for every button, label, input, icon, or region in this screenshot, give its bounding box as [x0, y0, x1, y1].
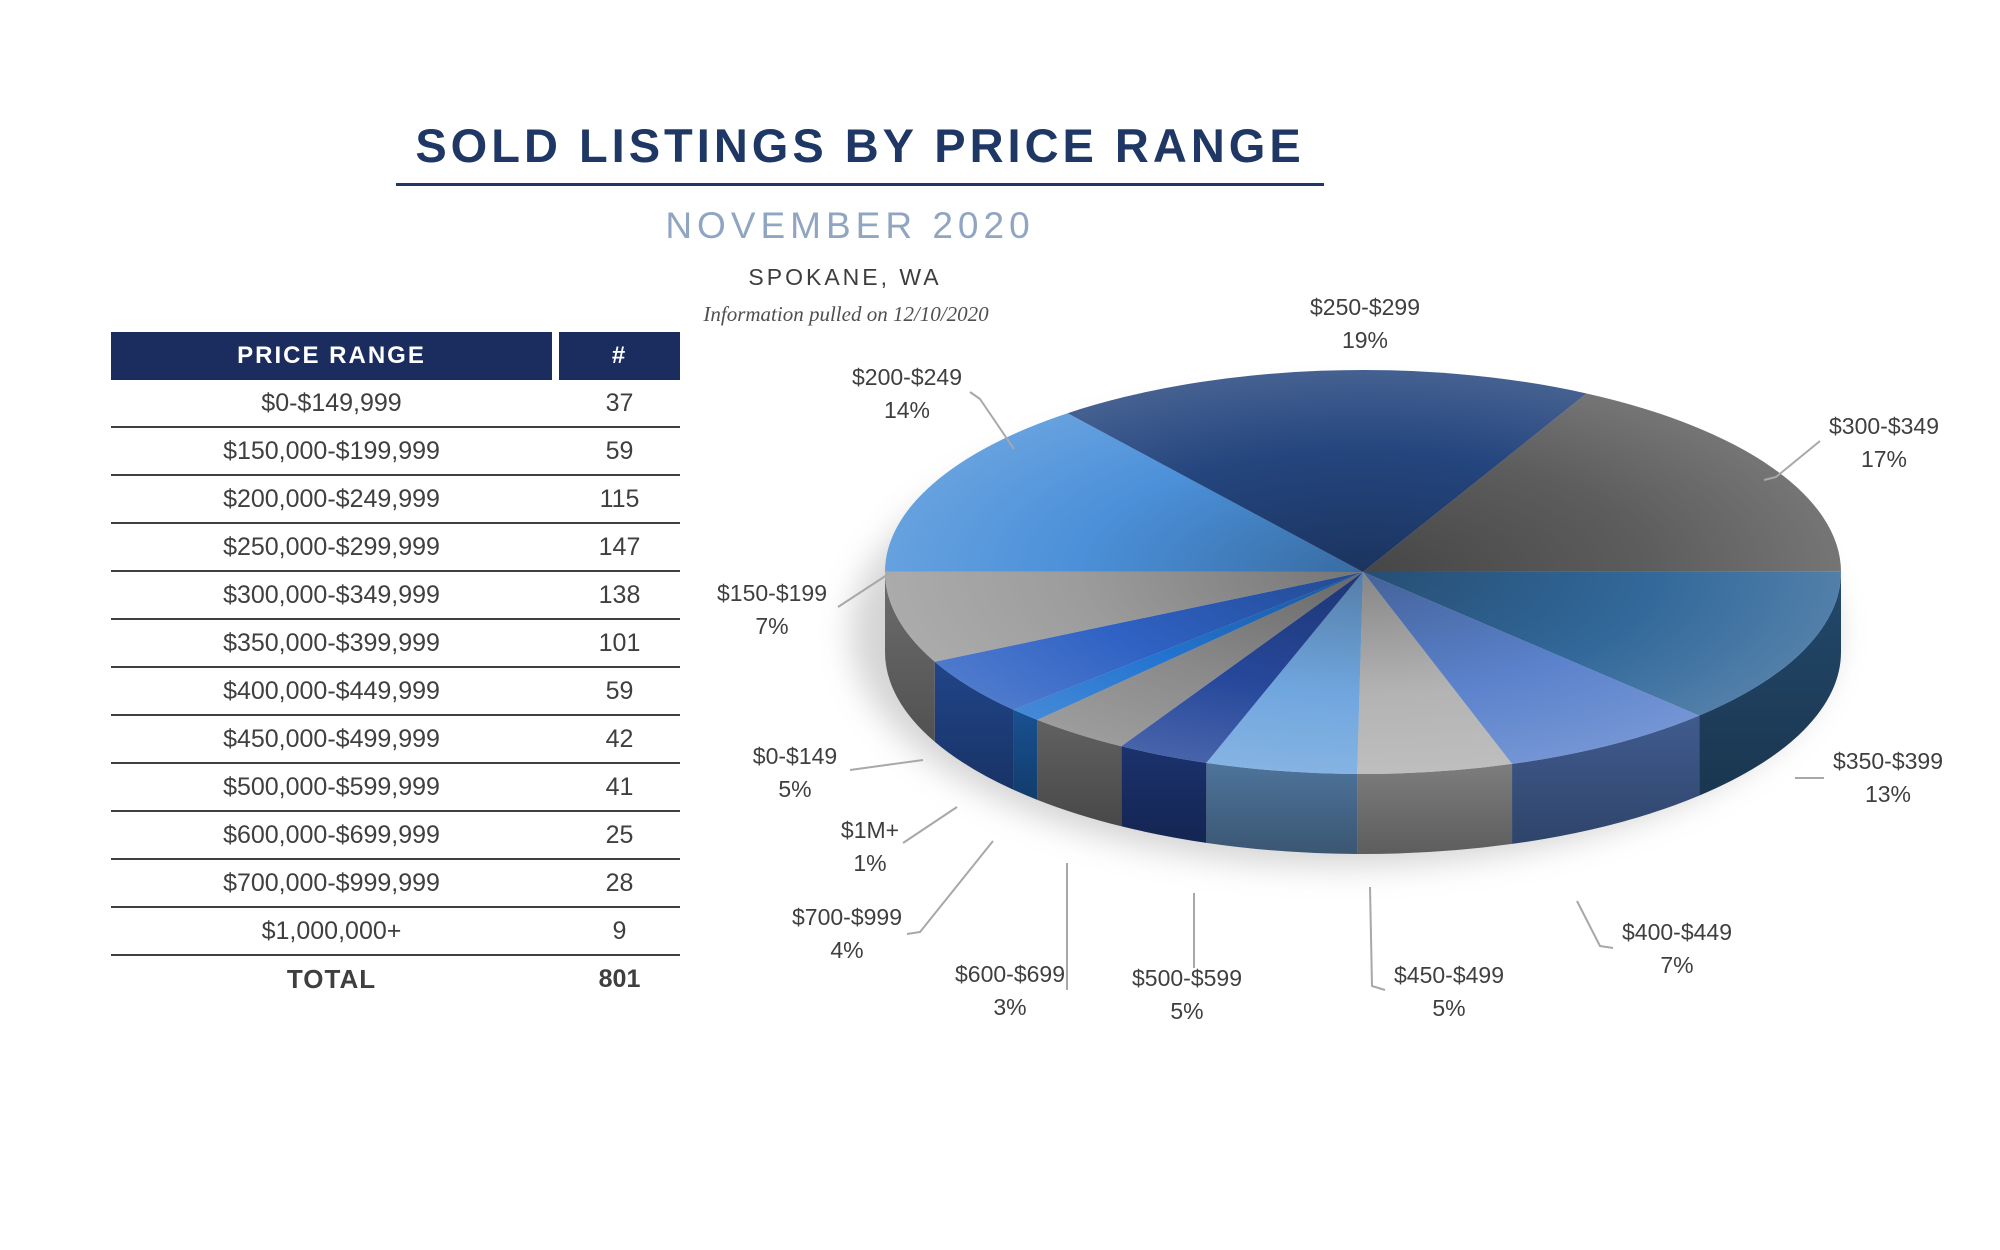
table-row: $0-$149,999 37	[111, 380, 680, 428]
count-cell: 37	[605, 388, 634, 417]
pie-slice	[1206, 572, 1363, 774]
pie-slice	[1067, 370, 1587, 572]
count-cell: 147	[598, 532, 641, 561]
pie-slice-side	[1357, 763, 1513, 854]
price-range-cell: $150,000-$199,999	[223, 436, 440, 465]
count-cell: 42	[605, 724, 634, 753]
pie-slice-label: $0-$149 5%	[753, 743, 837, 802]
pie-slice	[1363, 393, 1841, 572]
count-cell: 9	[612, 916, 627, 945]
price-range-cell: $500,000-$599,999	[223, 772, 440, 801]
pie-slice-side	[1121, 746, 1207, 843]
pie-slice	[1363, 571, 1841, 716]
leader-line	[1369, 886, 1386, 991]
table-row: $500,000-$599,999 41	[111, 764, 680, 812]
price-range-cell: $1,000,000+	[261, 916, 402, 945]
count-cell: 25	[605, 820, 634, 849]
leader-line	[837, 572, 891, 608]
pie-slice	[1037, 572, 1363, 747]
pie-slice-side	[1013, 709, 1038, 800]
report-location: SPOKANE, WA	[748, 264, 942, 290]
leader-line	[1763, 440, 1821, 481]
pie-slice	[934, 572, 1363, 710]
title-underline	[396, 183, 1324, 186]
table-row: $200,000-$249,999 115	[111, 476, 680, 524]
price-range-cell: $0-$149,999	[261, 388, 402, 417]
count-cell: 101	[598, 628, 641, 657]
pie-top-faces	[884, 370, 1841, 774]
pie-slice-side	[885, 572, 935, 742]
pie-labels: $0-$149 5% $150-$199 7% $200-$249 14% $250-$29…	[717, 294, 1943, 1024]
price-range-cell: $450,000-$499,999	[223, 724, 440, 753]
count-cell: 138	[598, 580, 641, 609]
count-cell: 115	[599, 484, 640, 513]
pie-slice-label: $500-$599 5%	[1132, 965, 1242, 1024]
count-cell: 28	[605, 868, 634, 897]
pie-slice-side	[1037, 719, 1122, 827]
pie-slice	[1013, 572, 1363, 720]
pie-slice-side	[934, 661, 1014, 790]
count-cell: 59	[605, 436, 634, 465]
price-range-cell: $200,000-$249,999	[223, 484, 440, 513]
pie-slice-label: $350-$399 13%	[1833, 748, 1943, 807]
count-cell: 59	[605, 676, 634, 705]
data-pull-note: Information pulled on 12/10/2020	[703, 302, 989, 326]
listings-table: PRICE RANGE # $0-$149,999 37 $150,000-$19…	[111, 332, 680, 1002]
leader-lines	[837, 391, 1824, 991]
table-row: $150,000-$199,999 59	[111, 428, 680, 476]
pie-slice-label: $250-$299 19%	[1310, 294, 1420, 353]
pie-slice-label: $1M+ 1%	[841, 817, 899, 876]
table-header: PRICE RANGE #	[111, 332, 680, 380]
pie-slice-side	[1206, 762, 1358, 854]
pie-side-walls	[885, 572, 1841, 854]
pie-slice	[885, 413, 1363, 572]
table-row: $450,000-$499,999 42	[111, 716, 680, 764]
pie-slice-label: $450-$499 5%	[1394, 962, 1504, 1021]
pie-slice-side	[1512, 715, 1700, 844]
table-row: $300,000-$349,999 138	[111, 572, 680, 620]
total-value: 801	[598, 964, 641, 993]
leader-line	[849, 759, 924, 771]
table-row: $700,000-$999,999 28	[111, 860, 680, 908]
pie-slice-label: $400-$449 7%	[1622, 919, 1732, 978]
pie-slice-label: $150-$199 7%	[717, 580, 827, 639]
price-range-cell: $400,000-$449,999	[223, 676, 440, 705]
report-month: NOVEMBER 2020	[665, 205, 1035, 246]
table-row: $350,000-$399,999 101	[111, 620, 680, 668]
table-row: $250,000-$299,999 147	[111, 524, 680, 572]
leader-line	[1576, 900, 1614, 949]
price-range-cell: $600,000-$699,999	[223, 820, 440, 849]
leader-line	[969, 391, 1015, 450]
table-total-row: TOTAL 801	[111, 956, 680, 1002]
pie-slice-label: $600-$699 3%	[955, 961, 1065, 1020]
table-row: $400,000-$449,999 59	[111, 668, 680, 716]
count-cell: 41	[605, 772, 634, 801]
price-range-cell: $700,000-$999,999	[223, 868, 440, 897]
page-title: SOLD LISTINGS BY PRICE RANGE	[415, 119, 1305, 172]
table-row: $600,000-$699,999 25	[111, 812, 680, 860]
pie-slice-side	[1699, 572, 1841, 796]
pie-slice	[1121, 572, 1363, 763]
price-range-cell: $250,000-$299,999	[223, 532, 440, 561]
leader-line	[902, 806, 958, 844]
table-body: $0-$149,999 37 $150,000-$199,999 59 $200,0…	[111, 380, 680, 1002]
pie-slice-label: $200-$249 14%	[852, 364, 962, 423]
col-header-count: #	[559, 332, 680, 380]
col-header-price-range: PRICE RANGE	[111, 332, 552, 380]
price-range-cell: $300,000-$349,999	[223, 580, 440, 609]
price-range-cell: $350,000-$399,999	[223, 628, 440, 657]
pie-slice	[1357, 572, 1513, 774]
pie-slice	[1363, 572, 1700, 764]
leader-line	[906, 840, 994, 935]
header-divider	[552, 332, 559, 380]
pie-slice	[884, 571, 1363, 662]
pie-slice-label: $700-$999 4%	[792, 904, 902, 963]
total-label: TOTAL	[286, 963, 377, 994]
table-row: $1,000,000+ 9	[111, 908, 680, 956]
pie-slice-label: $300-$349 17%	[1829, 413, 1939, 472]
